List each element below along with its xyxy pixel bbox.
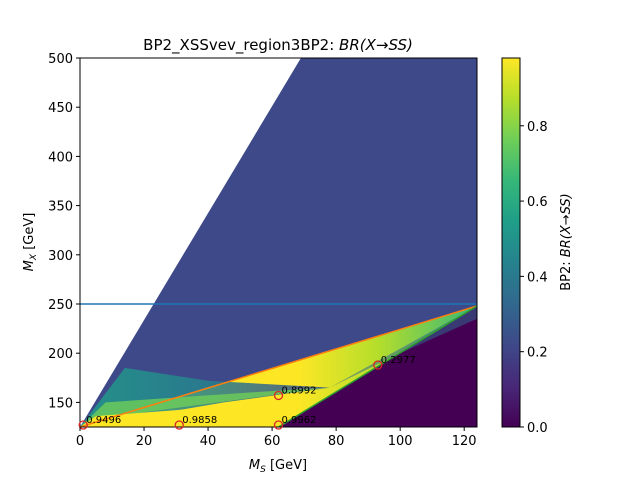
x-tick-label: 20 — [136, 434, 153, 449]
colorbar-ticks: 0.0 0.2 0.4 0.6 0.8 — [520, 120, 548, 436]
marker-3 — [273, 420, 284, 430]
colorbar-bar — [501, 57, 521, 428]
y-tick-label: 400 — [48, 150, 73, 165]
colorbar-tick-label: 0.4 — [527, 270, 548, 285]
heatmap-upper-edge-shade — [329, 305, 477, 388]
plot-frame — [79, 57, 478, 428]
marker-4 — [373, 360, 383, 370]
x-tick-label: 0 — [76, 434, 84, 449]
y-tick-label: 300 — [48, 249, 73, 264]
heatmap-band-core — [80, 402, 305, 427]
colorbar-tick-label: 0.2 — [527, 346, 548, 361]
heatmap-region-upper-wedge — [80, 58, 477, 427]
marker-label-3: 0.9962 — [282, 415, 317, 426]
heatmap — [80, 58, 477, 427]
marker-1 — [174, 420, 184, 430]
marker-2 — [273, 390, 284, 401]
marker-label-1: 0.9858 — [182, 415, 217, 426]
chart-title: BP2_XSSvev_region3BP2: BR(X→SS) — [143, 36, 413, 55]
colorbar-tick-label: 0.6 — [527, 195, 548, 210]
y-axis: 150 200 250 300 350 400 450 500 — [48, 52, 80, 411]
colorbar-tick-label: 0.0 — [527, 421, 548, 436]
x-tick-label: 80 — [328, 434, 345, 449]
x-axis-label: MS [GeV] — [249, 458, 307, 475]
marker-label-0: 0.9496 — [86, 415, 121, 426]
y-tick-label: 200 — [48, 347, 73, 362]
colorbar: 0.0 0.2 0.4 0.6 0.8 BP2: BR(X→SS) — [501, 57, 574, 436]
overlay-lines — [80, 303, 477, 427]
y-tick-label: 250 — [48, 298, 73, 313]
marker-0 — [78, 420, 88, 430]
x-axis: 0 20 40 60 80 100 120 — [76, 427, 477, 449]
x-tick-label: 40 — [200, 434, 217, 449]
x-tick-label: 120 — [452, 434, 477, 449]
heatmap-transition-edge — [80, 387, 330, 427]
y-tick-label: 450 — [48, 101, 73, 116]
y-tick-label: 150 — [48, 396, 73, 411]
orange-line — [80, 305, 477, 427]
colorbar-tick-label: 0.8 — [527, 120, 548, 135]
y-tick-label: 350 — [48, 200, 73, 215]
x-tick-label: 100 — [388, 434, 413, 449]
colorbar-label: BP2: BR(X→SS) — [559, 193, 574, 290]
markers: 0.9496 0.9858 0.8992 0.9962 0.2977 — [78, 355, 416, 430]
y-tick-label: 500 — [48, 52, 73, 67]
x-tick-label: 60 — [264, 434, 281, 449]
y-axis-label: MX [GeV] — [22, 213, 39, 272]
marker-label-2: 0.8992 — [282, 386, 317, 397]
green-line — [278, 305, 477, 427]
plot-area — [80, 58, 477, 427]
marker-label-4: 0.2977 — [381, 355, 416, 366]
